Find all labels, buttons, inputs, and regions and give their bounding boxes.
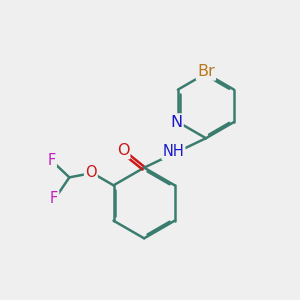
Text: F: F — [48, 153, 56, 168]
Text: F: F — [50, 191, 58, 206]
Text: NH: NH — [163, 144, 184, 159]
Text: Br: Br — [197, 64, 215, 80]
Text: N: N — [170, 115, 182, 130]
Text: O: O — [85, 165, 97, 180]
Text: O: O — [117, 143, 129, 158]
